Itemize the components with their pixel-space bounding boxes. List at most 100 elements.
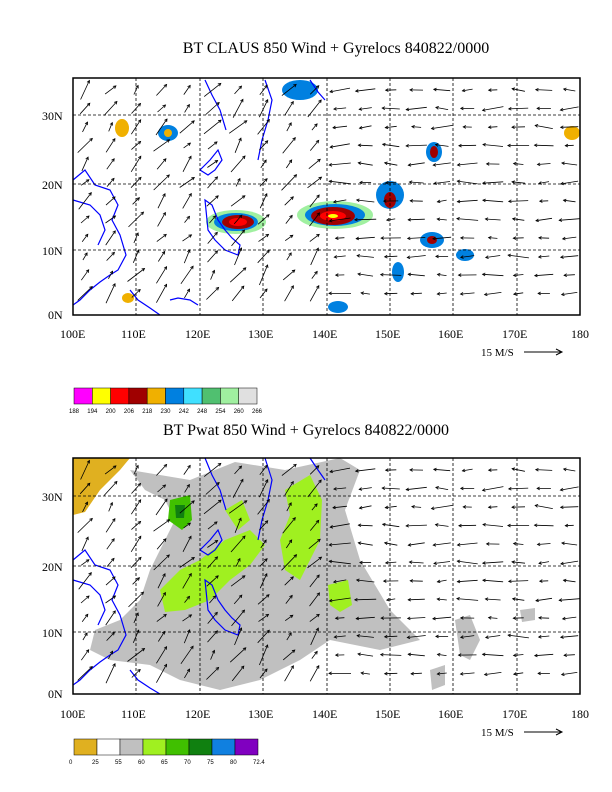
wind-vector [511, 181, 526, 184]
wind-vector [105, 283, 116, 304]
wind-vector-head [292, 137, 296, 141]
wind-vector-head [190, 645, 194, 650]
colorbar-label: 70 [184, 760, 191, 766]
wind-vector [133, 85, 139, 95]
wind-vector-head [215, 286, 220, 291]
wind-vector-head [560, 561, 564, 566]
wind-vector [284, 196, 294, 206]
wind-vector [407, 635, 426, 638]
wind-vector-head [512, 616, 517, 620]
panel1-title: BT CLAUS 850 Wind + Gyrelocs 840822/0000 [182, 40, 490, 57]
wind-vector [356, 579, 375, 583]
wind-vector [209, 595, 216, 604]
wind-vector [105, 196, 116, 206]
wind-vector-head [328, 162, 333, 167]
wind-vector [482, 653, 504, 657]
wind-vector-head [290, 100, 294, 105]
wind-vector-head [457, 653, 462, 657]
wind-vector-head [85, 536, 89, 541]
wind-vector-head [329, 89, 334, 94]
wind-vector-head [406, 616, 411, 621]
wind-vector [513, 292, 524, 295]
wind-vector-head [162, 193, 166, 197]
wind-vector [77, 286, 93, 301]
wind-vector [433, 162, 451, 166]
wind-vector-head [214, 540, 219, 544]
wind-vector [157, 573, 166, 589]
wind-vector [538, 255, 550, 258]
wind-vector-head [456, 579, 461, 584]
wind-vector-head [291, 649, 296, 654]
wind-vector-head [238, 465, 243, 470]
wind-vector [78, 192, 92, 210]
wind-vector [257, 119, 270, 135]
wind-vector [382, 523, 400, 528]
wind-vector-head [214, 231, 218, 236]
wind-vector [561, 292, 578, 295]
wind-vector-head [329, 469, 334, 474]
wind-vector [308, 538, 321, 550]
wind-vector-head [317, 538, 321, 543]
wind-vector-head [562, 198, 567, 203]
wind-vector [435, 487, 449, 490]
wind-vector [485, 218, 501, 221]
colorbar-swatch [165, 387, 185, 405]
wind-vector [180, 645, 194, 665]
wind-vector-head [242, 647, 247, 651]
wind-vector [380, 654, 402, 656]
wind-vector-head [242, 535, 246, 540]
wind-vector-head [166, 519, 171, 523]
wind-vector-head [559, 505, 564, 510]
wind-vector-head [432, 87, 437, 92]
wind-vector-head [290, 480, 294, 485]
wind-vector [183, 85, 191, 95]
wind-vector-head [289, 594, 293, 599]
wind-vector [310, 627, 319, 646]
wind-vector-head [535, 218, 539, 223]
wind-vector [131, 103, 141, 114]
wind-vector-head [264, 668, 268, 673]
wind-vector-head [436, 272, 441, 277]
wind-vector-head [358, 487, 363, 491]
wind-vector-head [162, 538, 167, 542]
wind-vector [485, 255, 501, 258]
wind-vector-head [109, 650, 113, 655]
wind-vector-head [85, 156, 89, 161]
wind-vector-head [459, 292, 464, 296]
wind-vector-head [459, 255, 464, 259]
wind-vector-head [456, 199, 461, 204]
colorbar-swatch [146, 387, 166, 405]
colorbar-swatch [211, 738, 236, 756]
wind-vector-head [111, 631, 115, 636]
wind-vector-head [137, 119, 142, 123]
wind-vector-head [406, 255, 411, 260]
wind-vector [432, 236, 452, 240]
wind-vector-head [456, 542, 461, 547]
wind-vector-head [407, 652, 412, 657]
wind-vector-head [113, 100, 118, 105]
wind-vector [206, 575, 219, 587]
wind-vector-head [186, 288, 191, 293]
wind-vector-head [264, 558, 268, 562]
wind-vector [560, 486, 579, 491]
wind-vector-head [216, 101, 220, 106]
wind-vector [513, 543, 524, 545]
wind-vector [538, 561, 550, 564]
wind-vector [386, 218, 396, 221]
wind-vector-head [238, 137, 242, 142]
wind-vector [105, 595, 116, 604]
wind-vector-head [141, 648, 146, 652]
colorbar-label: 206 [124, 409, 135, 415]
wind-vector-head [533, 523, 538, 528]
wind-vector [329, 162, 351, 166]
wind-vector [431, 125, 453, 129]
wind-vector [437, 672, 447, 675]
wind-vector-head [111, 557, 115, 562]
wind-vector-head [84, 501, 88, 506]
wind-vector-head [559, 125, 564, 130]
wind-vector-head [264, 178, 268, 182]
wind-vector-head [112, 138, 116, 142]
wind-vector-head [355, 578, 360, 583]
wind-vector-head [288, 632, 292, 636]
wind-vector [203, 119, 222, 135]
